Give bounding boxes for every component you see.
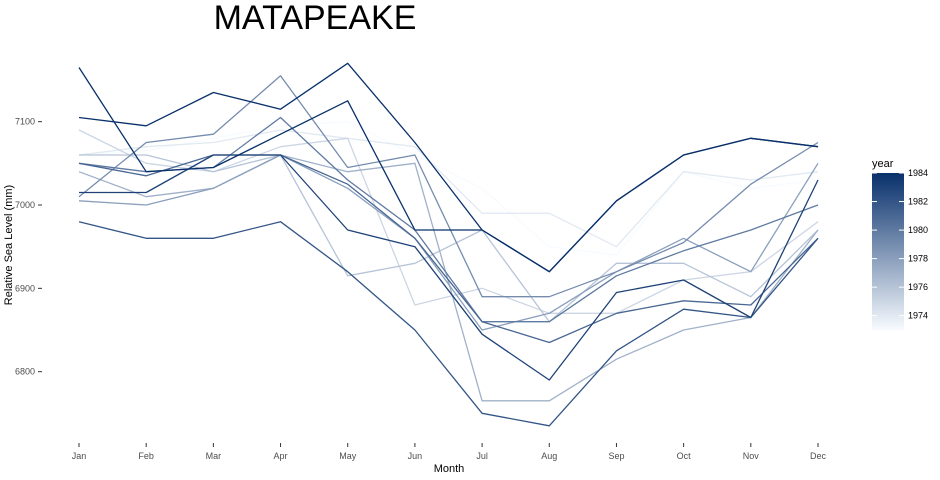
x-tick-label: Nov bbox=[743, 451, 760, 461]
x-axis: Jan Feb Mar Apr May Jun Jul Aug Sep Oct Nov Dec bbox=[72, 443, 827, 461]
series-line-1984 bbox=[78, 67, 819, 273]
x-axis-title: Month bbox=[434, 463, 465, 475]
x-tick-label: Feb bbox=[138, 451, 154, 461]
x-tick-label: Mar bbox=[206, 451, 222, 461]
x-tick-label: Jan bbox=[72, 451, 87, 461]
legend-ticks: 1974 1976 1978 1980 1982 1984 bbox=[872, 168, 928, 321]
series-line-1973 bbox=[78, 121, 819, 256]
series-line-1974 bbox=[78, 129, 819, 248]
x-tick-label: Jul bbox=[476, 451, 488, 461]
legend: year 1974 1976 1978 1980 1982 1984 bbox=[872, 158, 928, 330]
y-axis-title: Relative Sea Level (mm) bbox=[3, 185, 15, 305]
series-line-1979 bbox=[78, 75, 819, 298]
series-line-1981 bbox=[78, 154, 819, 344]
x-tick-label: Oct bbox=[677, 451, 692, 461]
legend-colorbar bbox=[872, 173, 904, 330]
x-tick-label: Sep bbox=[608, 451, 624, 461]
y-tick-label: 7100 bbox=[15, 117, 35, 127]
legend-title: year bbox=[872, 158, 894, 170]
series-line-1984 bbox=[78, 62, 819, 273]
series-line-1983 bbox=[79, 154, 819, 381]
y-axis: 6800 6900 7000 7100 bbox=[15, 117, 42, 377]
x-tick-label: May bbox=[339, 451, 357, 461]
series-line-1977 bbox=[78, 154, 819, 402]
series-layer bbox=[78, 62, 819, 427]
legend-tick-label: 1984 bbox=[908, 168, 928, 178]
series-line-1976 bbox=[79, 154, 819, 323]
y-tick-label: 6800 bbox=[15, 367, 35, 377]
legend-tick-label: 1980 bbox=[908, 225, 928, 235]
series-line-1975 bbox=[78, 129, 819, 314]
legend-tick-label: 1974 bbox=[908, 311, 928, 321]
legend-tick-label: 1978 bbox=[908, 254, 928, 264]
x-tick-label: Aug bbox=[541, 451, 557, 461]
x-tick-label: Jun bbox=[408, 451, 423, 461]
legend-tick-label: 1976 bbox=[908, 282, 928, 292]
x-tick-label: Apr bbox=[274, 451, 288, 461]
y-tick-label: 6900 bbox=[15, 283, 35, 293]
legend-tick-label: 1982 bbox=[908, 197, 928, 207]
chart-title: MATAPEAKE bbox=[214, 0, 417, 37]
x-tick-label: Dec bbox=[810, 451, 827, 461]
series-line-1982 bbox=[78, 221, 819, 427]
series-line-1978 bbox=[78, 154, 819, 331]
y-tick-label: 7000 bbox=[15, 200, 35, 210]
